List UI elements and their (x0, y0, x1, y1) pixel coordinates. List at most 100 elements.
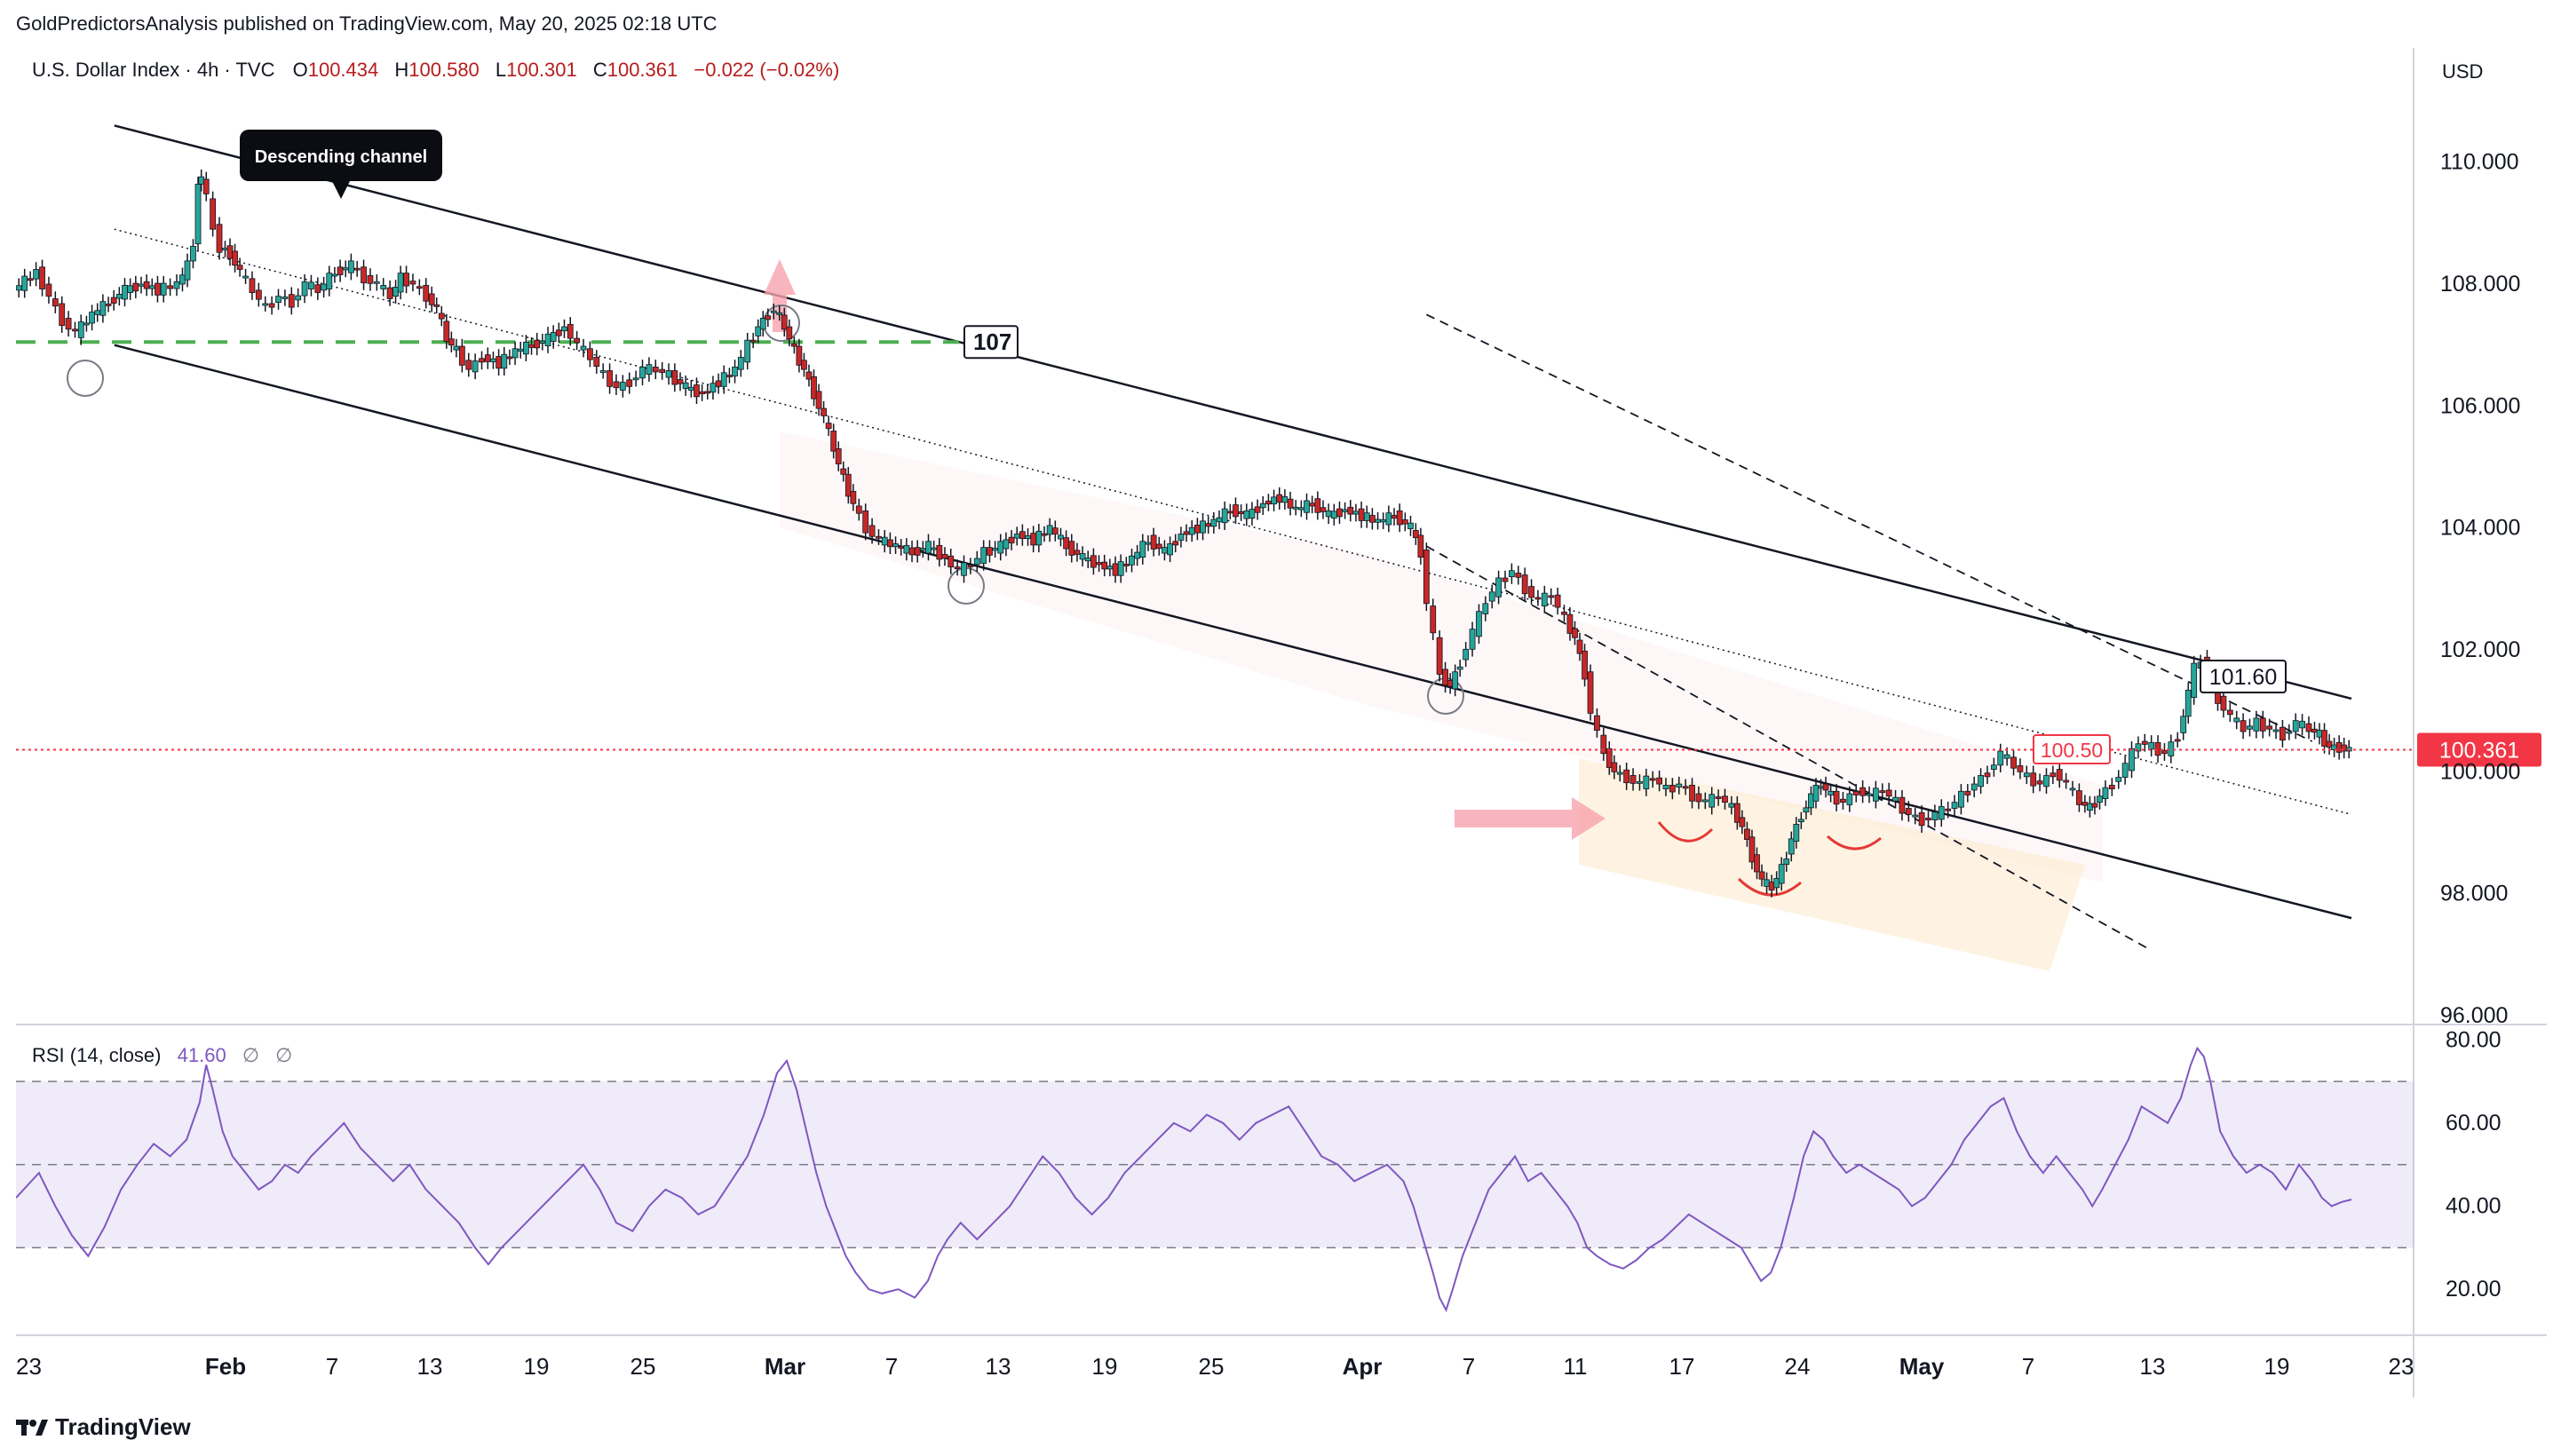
candle-body (1380, 519, 1387, 523)
level-10160-box: 101.60 (2200, 660, 2287, 693)
channel-line[interactable] (1425, 313, 2313, 742)
candle-body (386, 287, 393, 299)
candle-body (2247, 725, 2253, 730)
channel-line[interactable] (114, 228, 2352, 816)
candle-body (1407, 522, 1414, 529)
candle-body (1265, 501, 1272, 505)
time-axis[interactable]: 23 Feb 7 13 19 25 Mar 7 13 19 25 Apr 7 11 17 24 May 7 13 19… (16, 1353, 2414, 1380)
candle-body (1778, 864, 1785, 884)
candle-body (2326, 740, 2333, 748)
candle-body (1748, 836, 1756, 863)
currency-label[interactable]: USD (2442, 60, 2483, 83)
candle-body (1566, 613, 1574, 634)
candle-body (903, 544, 910, 554)
rsi-series[interactable] (16, 1046, 2352, 1313)
candle-body (1309, 502, 1316, 507)
candle-body (255, 289, 262, 300)
candle-body (1482, 603, 1489, 614)
candle-body (992, 548, 999, 551)
price-tick-label: 108.000 (2440, 272, 2520, 297)
candle-body (115, 294, 123, 299)
candle-body (2316, 730, 2323, 738)
candle-body (361, 266, 367, 284)
candle-body (281, 297, 289, 299)
candle-body (138, 283, 145, 287)
rsi-axis[interactable]: 80.00 60.00 40.00 20.00 (2446, 1027, 2502, 1302)
candle-body (1892, 796, 1899, 802)
candle-body (222, 248, 228, 250)
candle-body (626, 379, 633, 387)
price-tick-label: 102.000 (2440, 637, 2520, 662)
channel-line[interactable] (114, 344, 2352, 920)
publisher-line: GoldPredictorsAnalysis published on Trad… (16, 12, 718, 35)
rsi-value: 41.60 (178, 1044, 226, 1066)
level-10050-box: 100.50 (2033, 734, 2111, 764)
candle-body (821, 408, 828, 416)
candle-body (1828, 790, 1835, 795)
rsi-legend: RSI (14, close) 41.60 ∅ ∅ (32, 1044, 292, 1066)
candle-body (720, 372, 727, 387)
rsi-tick-label: 20.00 (2446, 1277, 2502, 1302)
candle-body (1216, 517, 1223, 523)
candle-body (1430, 605, 1437, 634)
down-arrow-marker (764, 259, 796, 332)
candle-body (868, 525, 876, 537)
price-tick-label: 100.000 (2440, 759, 2520, 784)
bottom-arc (1826, 835, 1882, 851)
candle-body (1859, 787, 1867, 796)
candle-body (1463, 648, 1470, 661)
channel-line[interactable] (114, 124, 2352, 700)
descending-channel-callout[interactable]: Descending channel (240, 130, 442, 199)
candle-body (1899, 796, 1906, 814)
candle-body (835, 447, 842, 464)
candle-body (506, 356, 513, 360)
candle-body (1541, 592, 1548, 606)
time-tick-label: 23 (16, 1353, 42, 1380)
candle-body (2010, 756, 2017, 769)
candle-body (2259, 717, 2266, 732)
time-tick-label: Apr (1343, 1353, 1383, 1380)
chart-frame[interactable]: 107 Descending channel 100.361 101.60 10… (16, 48, 2547, 1397)
price-axis[interactable]: 110.000 108.000 106.000 104.000 102.000 100.0… (2440, 150, 2520, 1028)
candle-body (744, 339, 751, 363)
candle-body (148, 285, 155, 289)
candle-body (443, 320, 450, 342)
candle-body (1676, 783, 1683, 787)
candle-body (2069, 787, 2076, 791)
candle-body (677, 379, 684, 384)
candle-body (167, 285, 174, 289)
candle-body (1722, 795, 1728, 803)
candle-body (2036, 780, 2043, 785)
candle-body (2174, 739, 2181, 742)
candle-body (1812, 785, 1820, 802)
candle-body (1768, 882, 1775, 890)
candle-body (699, 391, 706, 394)
candle-body (2240, 720, 2247, 732)
channel-line[interactable] (1425, 545, 2149, 950)
candle-body (99, 301, 107, 316)
candle-body (2129, 748, 2135, 772)
candle-body (1764, 879, 1770, 887)
candle-body (2292, 720, 2299, 732)
time-tick-label: 7 (885, 1353, 898, 1380)
footer-brand[interactable]: TradingView (16, 1413, 191, 1441)
rsi-line[interactable] (16, 1046, 2352, 1313)
candle-body (160, 282, 167, 296)
candle-body (1046, 525, 1053, 535)
candle-body (1452, 671, 1459, 690)
candle-body (397, 273, 404, 293)
descending-channel-label: Descending channel (255, 147, 428, 167)
candle-body (593, 356, 600, 368)
candle-body (194, 183, 202, 245)
candle-body (811, 376, 817, 400)
candle-body (2191, 662, 2198, 698)
candle-body (759, 318, 766, 330)
candle-body (1822, 783, 1829, 791)
candle-body (1051, 527, 1058, 534)
candle-body (1600, 734, 1607, 755)
candle-body (295, 295, 302, 301)
candle-body (770, 310, 777, 313)
candle-body (1210, 518, 1217, 527)
price-series[interactable] (16, 169, 2352, 898)
candle-body (2305, 723, 2312, 732)
